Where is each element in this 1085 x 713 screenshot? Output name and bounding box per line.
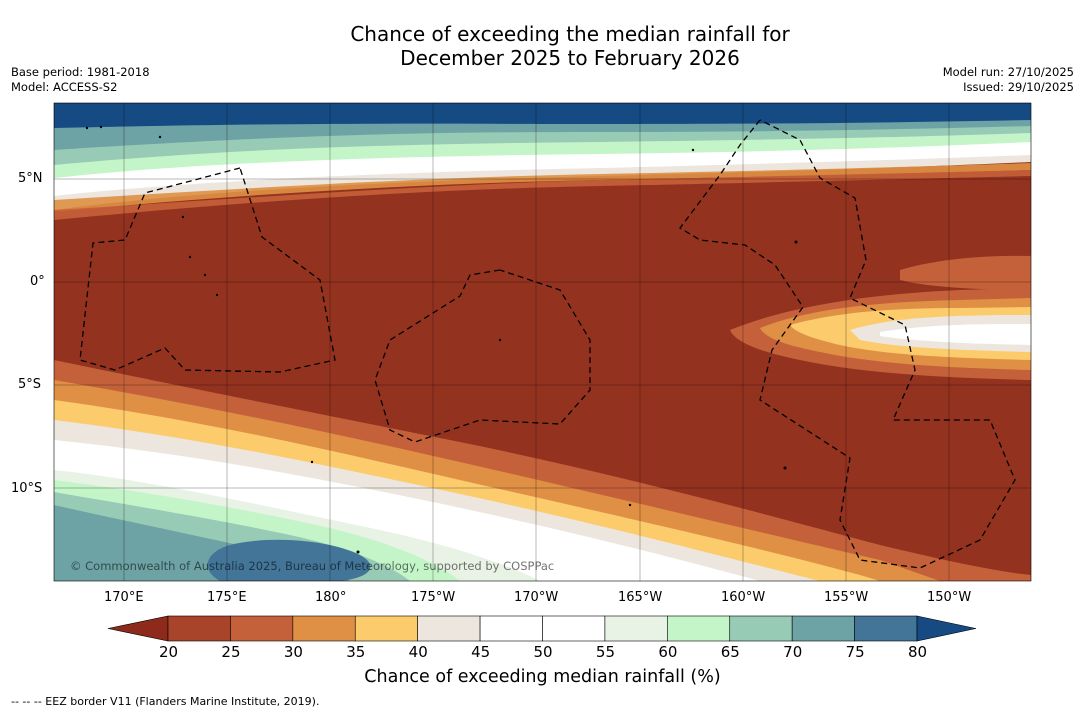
colorbar-segment [854, 615, 918, 642]
colorbar-segment [167, 615, 231, 642]
colorbar-segment [729, 615, 793, 642]
colorbar-tick-label: 50 [533, 643, 553, 661]
rainfall-field [54, 103, 1031, 581]
colorbar-tick-label: 55 [595, 643, 615, 661]
colorbar-tick-label: 40 [408, 643, 428, 661]
lon-label: 180° [315, 590, 347, 605]
run-info: Model run: 27/10/2025 Issued: 29/10/2025 [943, 65, 1074, 94]
colorbar-segment [417, 615, 481, 642]
copyright-notice: © Commonwealth of Australia 2025, Bureau… [70, 559, 554, 573]
lat-label: 5°S [18, 377, 42, 392]
eez-footnote: -- -- -- EEZ border V11 (Flanders Marine… [11, 695, 320, 708]
colorbar-segment [604, 615, 668, 642]
colorbar-tick-label: 45 [471, 643, 491, 661]
lon-label: 160°W [721, 590, 766, 605]
title-line-1: Chance of exceeding the median rainfall … [350, 22, 790, 46]
base-period-info: Base period: 1981-2018 Model: ACCESS-S2 [11, 65, 150, 94]
colorbar-tick-label: 25 [221, 643, 241, 661]
colorbar-title: Chance of exceeding median rainfall (%) [364, 667, 721, 687]
colorbar-tick-label: 70 [783, 643, 803, 661]
lon-label: 150°W [927, 590, 972, 605]
model-run-date: Model run: 27/10/2025 [942, 65, 1074, 79]
lon-label: 155°W [824, 590, 869, 605]
lon-label: 175°W [411, 590, 456, 605]
colorbar-segment [230, 615, 294, 642]
colorbar-tick-label: 65 [720, 643, 740, 661]
eez-borders [79, 119, 1016, 569]
colorbar-tick-label: 20 [159, 643, 179, 661]
map-frame [53, 102, 1032, 582]
chart-title: Chance of exceeding the median rainfall … [0, 22, 1085, 70]
colorbar-extend-high [916, 615, 977, 642]
lon-label: 170°E [104, 590, 144, 605]
colorbar-segment [292, 615, 356, 642]
issued-date: Issued: 29/10/2025 [963, 79, 1074, 94]
model-name: Model: ACCESS-S2 [11, 79, 118, 94]
title-line-2: December 2025 to February 2026 [400, 46, 740, 70]
colorbar-tick-label: 30 [283, 643, 303, 661]
lat-label: 0° [30, 274, 45, 289]
lat-label: 5°N [18, 171, 43, 186]
colorbar-tick-label: 80 [908, 643, 928, 661]
lon-label: 175°E [207, 590, 247, 605]
colorbar-extend-low [107, 615, 169, 642]
lon-label: 170°W [514, 590, 559, 605]
colorbar-tick-label: 60 [658, 643, 678, 661]
island-dots [85, 125, 798, 554]
colorbar-tick-label: 75 [845, 643, 865, 661]
colorbar-segment [479, 615, 543, 642]
colorbar-segment [667, 615, 731, 642]
graticule [54, 103, 1031, 581]
colorbar-segment [542, 615, 606, 642]
colorbar-tick-label: 35 [346, 643, 366, 661]
lon-label: 165°W [618, 590, 663, 605]
colorbar-segment [354, 615, 418, 642]
colorbar-segment [791, 615, 855, 642]
base-period: Base period: 1981-2018 [11, 65, 150, 79]
lat-label: 10°S [11, 481, 43, 496]
